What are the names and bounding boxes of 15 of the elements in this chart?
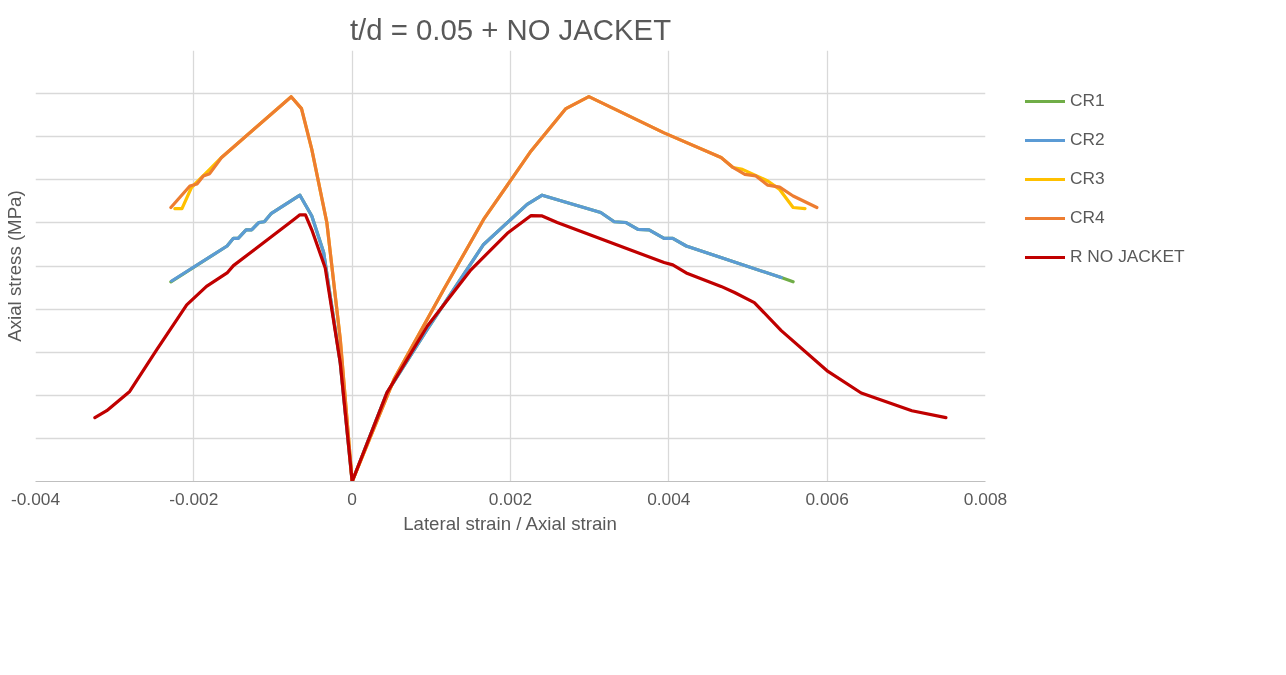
x-axis-title: Lateral strain / Axial strain (403, 512, 617, 534)
x-tick-label: 0.002 (488, 488, 533, 509)
legend-label: CR3 (1070, 168, 1105, 189)
legend-label: CR4 (1070, 207, 1105, 228)
x-tick-label: 0.004 (647, 488, 691, 509)
legend-label: R NO JACKET (1070, 246, 1185, 267)
legend-label: CR2 (1070, 129, 1105, 150)
x-tick-label: 0.006 (805, 488, 849, 509)
x-tick-label: -0.004 (10, 488, 61, 509)
x-tick-label: 0.008 (963, 488, 1008, 509)
chart-title: t/d = 0.05 + NO JACKET (349, 12, 672, 46)
y-axis-title: Axial stress (MPa) (3, 190, 25, 342)
x-tick-label: -0.002 (169, 488, 219, 509)
x-tick-label: 0 (347, 488, 357, 509)
legend-label: CR1 (1070, 90, 1105, 111)
